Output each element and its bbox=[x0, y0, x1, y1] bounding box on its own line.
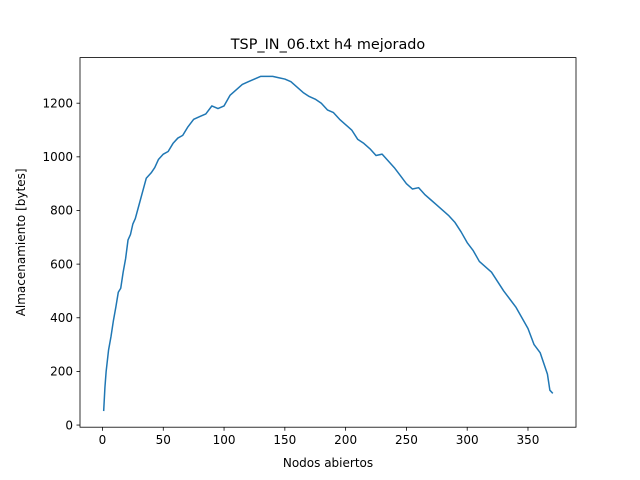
x-tick-label: 100 bbox=[213, 433, 236, 447]
y-tick-label: 1000 bbox=[42, 150, 73, 164]
y-axis-ticks: 0 200 400 600 800 1000 1200 bbox=[42, 96, 80, 432]
y-tick-label: 200 bbox=[50, 365, 73, 379]
x-tick-label: 0 bbox=[99, 433, 107, 447]
x-tick-label: 350 bbox=[517, 433, 540, 447]
x-tick-label: 250 bbox=[395, 433, 418, 447]
x-axis-label: Nodos abiertos bbox=[283, 456, 373, 470]
series-line bbox=[102, 75, 554, 412]
y-tick-label: 1200 bbox=[42, 96, 73, 110]
plot-area bbox=[80, 57, 576, 428]
y-tick-label: 400 bbox=[50, 311, 73, 325]
x-tick-label: 300 bbox=[456, 433, 479, 447]
plot-frame bbox=[79, 57, 577, 428]
x-tick-label: 150 bbox=[273, 433, 296, 447]
y-axis-label: Almacenamiento [bytes] bbox=[14, 168, 28, 316]
x-tick-label: 200 bbox=[334, 433, 357, 447]
x-axis-ticks: 0 50 100 150 200 250 300 350 bbox=[99, 427, 540, 447]
y-tick-label: 600 bbox=[50, 257, 73, 271]
x-tick-label: 50 bbox=[156, 433, 171, 447]
y-tick-label: 0 bbox=[65, 418, 73, 432]
y-tick-label: 800 bbox=[50, 204, 73, 218]
chart-title: TSP_IN_06.txt h4 mejorado bbox=[230, 37, 426, 53]
